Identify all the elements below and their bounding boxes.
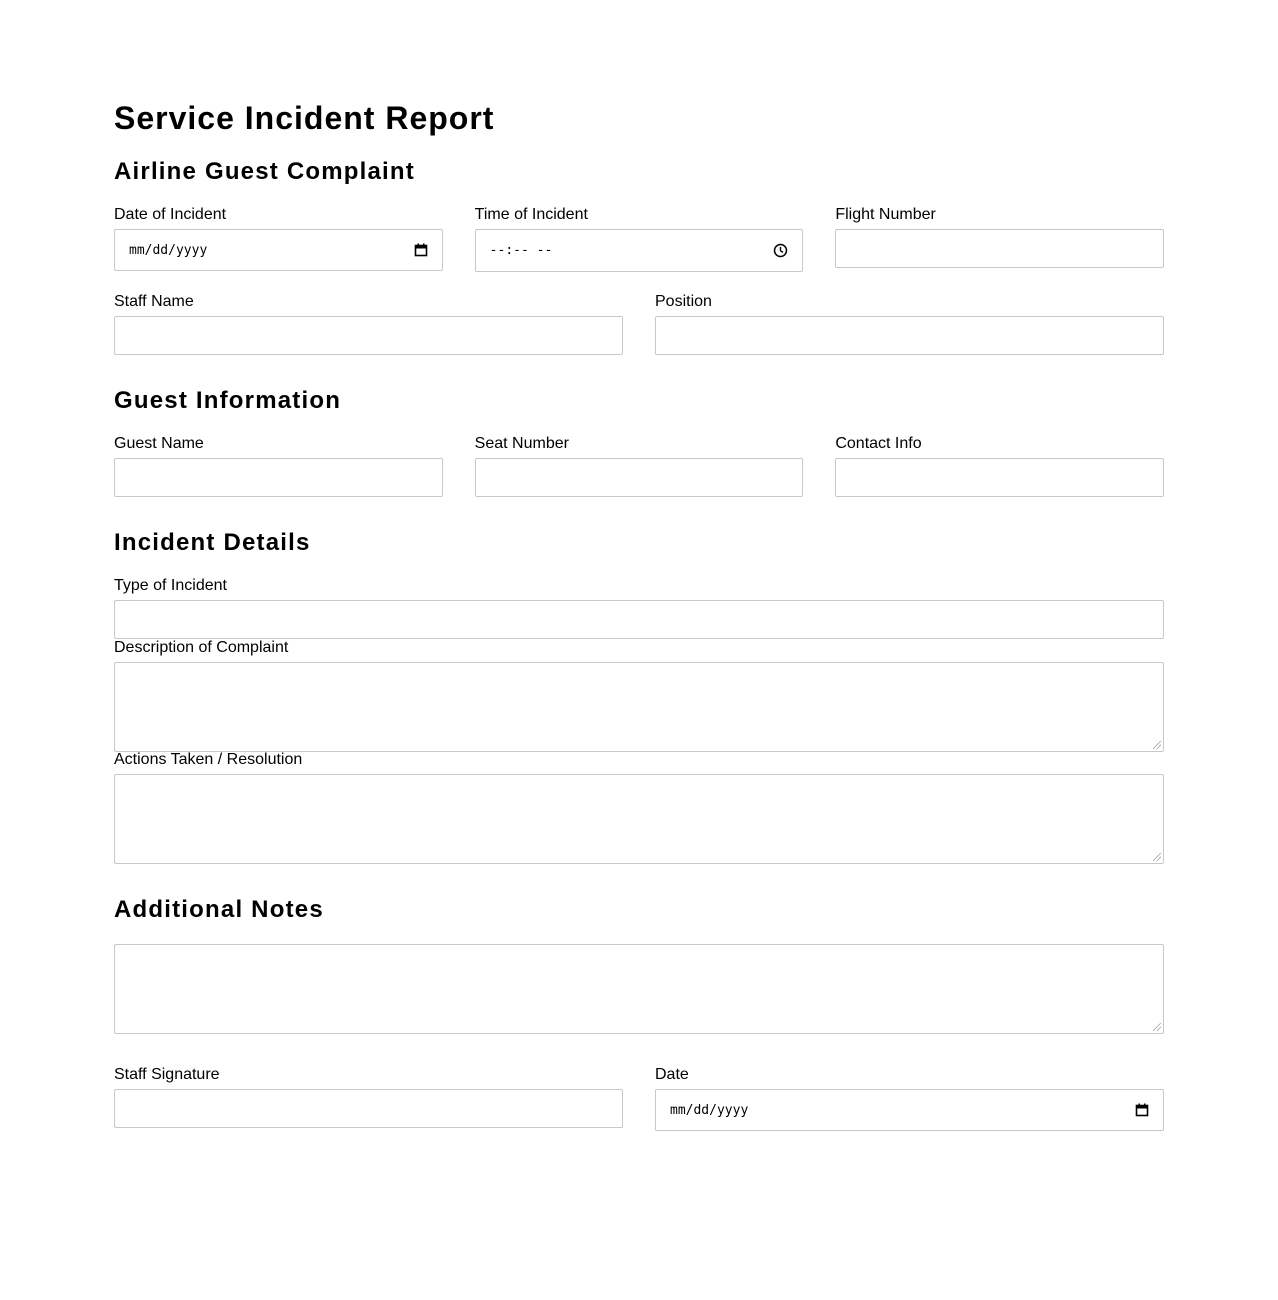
actions-taken-label: Actions Taken / Resolution	[114, 751, 303, 768]
actions-taken-textarea[interactable]	[114, 774, 1164, 864]
date-placeholder: mm/dd/yyyy	[129, 242, 208, 258]
time-of-incident-label: Time of Incident	[474, 206, 588, 223]
contact-info-label: Contact Info	[835, 435, 922, 452]
section-heading-details: Incident Details	[114, 529, 311, 556]
contact-info-input[interactable]	[835, 458, 1165, 497]
date-of-incident-label: Date of Incident	[114, 206, 227, 223]
time-placeholder: --:-- --	[489, 243, 553, 258]
guest-name-input[interactable]	[114, 458, 443, 497]
staff-signature-input[interactable]	[114, 1089, 623, 1128]
time-of-incident-input[interactable]: --:-- --	[474, 229, 804, 272]
resize-handle[interactable]	[1153, 853, 1161, 861]
guest-name-label: Guest Name	[114, 435, 204, 452]
position-input[interactable]	[655, 316, 1164, 355]
section-heading-guest: Guest Information	[114, 387, 342, 414]
additional-notes-textarea[interactable]	[114, 944, 1164, 1034]
staff-name-input[interactable]	[114, 316, 623, 355]
resize-handle[interactable]	[1153, 1023, 1161, 1031]
flight-number-label: Flight Number	[835, 206, 936, 223]
flight-number-input[interactable]	[835, 229, 1165, 268]
type-of-incident-label: Type of Incident	[114, 577, 227, 594]
resize-handle[interactable]	[1153, 741, 1161, 749]
staff-signature-label: Staff Signature	[114, 1066, 220, 1083]
seat-number-label: Seat Number	[474, 435, 569, 452]
signature-date-input[interactable]: mm/dd/yyyy	[655, 1089, 1164, 1131]
calendar-icon[interactable]	[414, 243, 428, 257]
type-of-incident-input[interactable]	[114, 600, 1164, 639]
date-placeholder: mm/dd/yyyy	[670, 1102, 749, 1118]
signature-date-label: Date	[655, 1066, 689, 1083]
date-of-incident-input[interactable]: mm/dd/yyyy	[114, 229, 443, 271]
calendar-icon[interactable]	[1135, 1103, 1149, 1117]
section-heading-notes: Additional Notes	[114, 896, 324, 923]
position-label: Position	[655, 293, 712, 310]
section-heading-complaint: Airline Guest Complaint	[114, 158, 415, 185]
description-textarea[interactable]	[114, 662, 1164, 752]
clock-icon[interactable]	[773, 243, 788, 258]
page-title: Service Incident Report	[114, 100, 495, 136]
description-label: Description of Complaint	[114, 639, 289, 656]
staff-name-label: Staff Name	[114, 293, 194, 310]
seat-number-input[interactable]	[474, 458, 804, 497]
